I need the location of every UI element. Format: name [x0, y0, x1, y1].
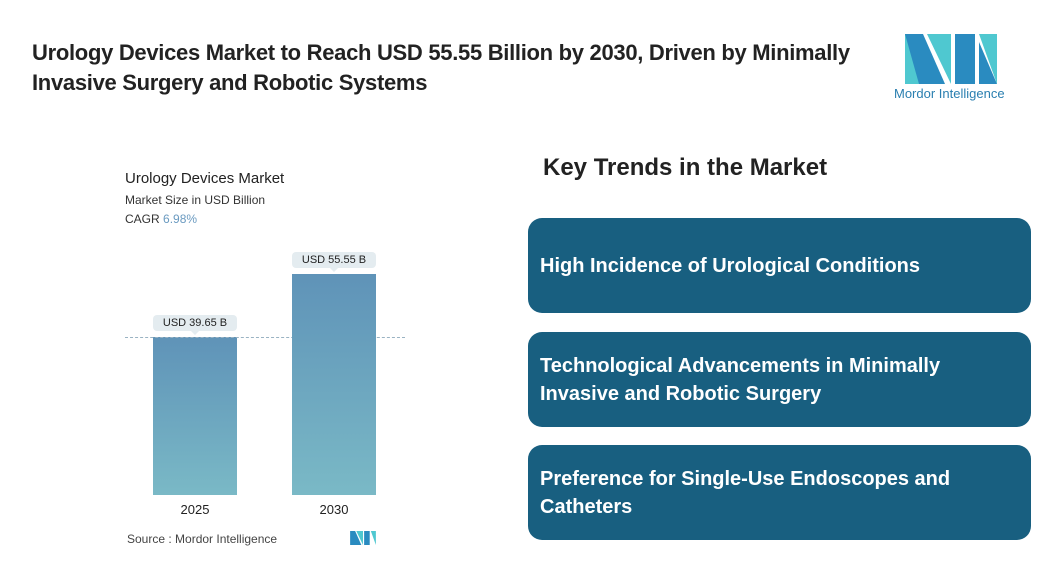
bar-2025	[153, 337, 237, 495]
chart-source: Source : Mordor Intelligence	[127, 532, 278, 546]
trend-box: High Incidence of Urological Conditions	[528, 218, 1031, 313]
cagr-label: CAGR	[125, 212, 160, 226]
reference-line	[125, 337, 405, 339]
chart-title: Urology Devices Market	[125, 170, 285, 187]
trend-text: Preference for Single-Use Endoscopes and…	[540, 467, 951, 518]
trend-text: Technological Advancements in Minimally …	[540, 354, 941, 405]
x-tick-label: 2025	[180, 502, 210, 517]
bar-2030	[292, 274, 376, 495]
trend-box: Technological Advancements in Minimally …	[528, 332, 1031, 427]
mordor-small-logo-icon	[350, 531, 376, 545]
x-tick-label: 2030	[319, 502, 349, 517]
page-title: Urology Devices Market to Reach USD 55.5…	[32, 40, 850, 95]
logo-text: Mordor Intelligence	[894, 86, 1005, 101]
chart-subtitle: Market Size in USD Billion	[125, 193, 266, 207]
trend-text: High Incidence of Urological Conditions	[540, 254, 921, 277]
data-label: USD 55.55 B	[292, 252, 376, 272]
trend-box: Preference for Single-Use Endoscopes and…	[528, 445, 1031, 540]
key-trends-title: Key Trends in the Market	[543, 154, 828, 181]
data-label: USD 39.65 B	[153, 315, 237, 336]
cagr-value: 6.98%	[163, 212, 198, 226]
mordor-logo-icon	[905, 34, 997, 84]
cagr: CAGR 6.98%	[125, 212, 197, 226]
